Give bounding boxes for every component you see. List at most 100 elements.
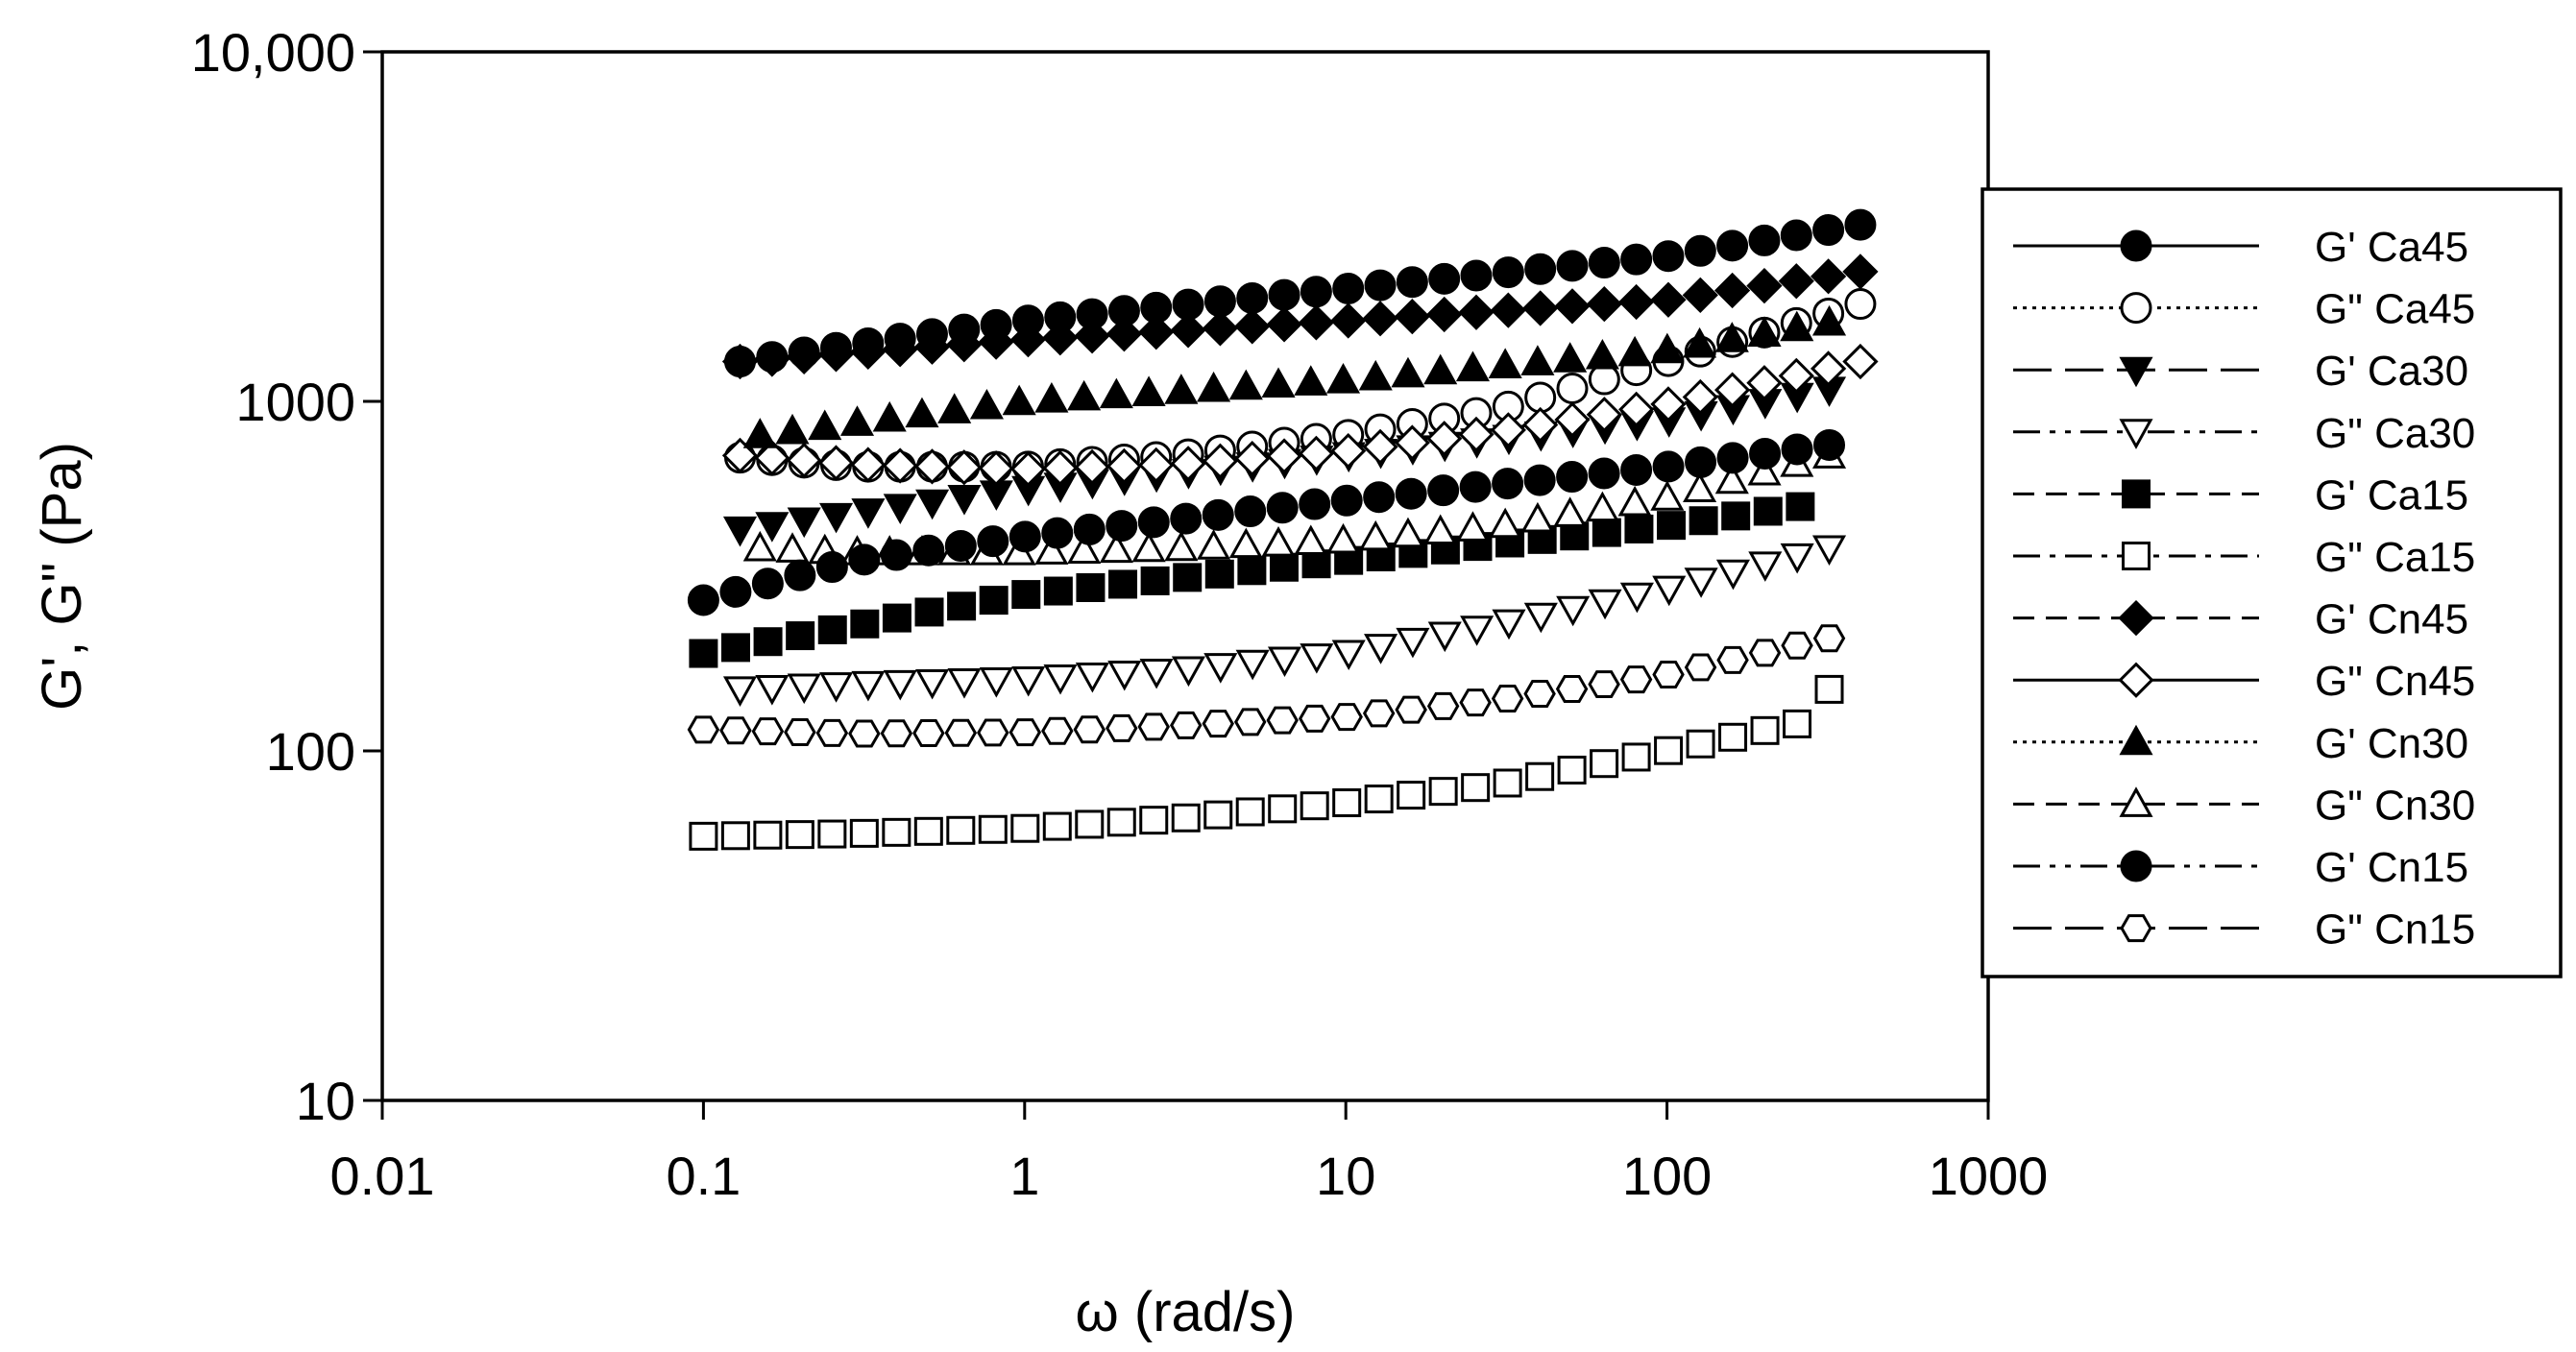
data-point bbox=[1748, 639, 1782, 667]
data-point bbox=[848, 543, 881, 576]
data-point bbox=[1107, 660, 1142, 691]
data-point bbox=[1237, 556, 1267, 586]
legend-item-g-cn30: G' Cn30 bbox=[2013, 720, 2468, 767]
data-point bbox=[1523, 464, 1556, 496]
data-point bbox=[787, 673, 821, 705]
series-g-cn45 bbox=[721, 343, 1879, 488]
data-point bbox=[1076, 572, 1106, 602]
data-point bbox=[1042, 811, 1072, 841]
data-point bbox=[1164, 530, 1199, 562]
data-point bbox=[913, 328, 951, 365]
data-point bbox=[784, 718, 816, 747]
data-point bbox=[1363, 481, 1396, 514]
data-point bbox=[1426, 296, 1463, 333]
legend-label: G" Cn15 bbox=[2315, 906, 2475, 954]
data-point bbox=[1554, 288, 1591, 325]
data-point bbox=[1067, 533, 1102, 565]
data-point bbox=[1269, 552, 1299, 582]
data-point bbox=[1590, 749, 1619, 779]
legend-label: G" Ca30 bbox=[2315, 410, 2475, 457]
data-point bbox=[721, 343, 759, 380]
data-point bbox=[1358, 519, 1393, 551]
data-point bbox=[1588, 457, 1620, 490]
legend-label: G' Cn15 bbox=[2315, 844, 2468, 891]
data-point bbox=[946, 815, 976, 845]
data-point bbox=[1810, 258, 1847, 295]
data-point bbox=[1553, 342, 1588, 373]
data-point bbox=[1813, 428, 1846, 461]
data-point bbox=[1202, 443, 1239, 479]
data-point bbox=[946, 326, 983, 363]
data-point bbox=[946, 449, 983, 486]
data-point bbox=[815, 718, 849, 747]
data-point bbox=[1715, 559, 1751, 591]
data-point bbox=[1325, 362, 1361, 394]
data-point bbox=[1362, 301, 1398, 337]
data-point bbox=[1746, 267, 1783, 304]
data-point bbox=[1525, 761, 1555, 791]
series-g-ca30 bbox=[722, 535, 1847, 707]
data-point bbox=[978, 814, 1008, 844]
data-point bbox=[786, 621, 815, 651]
data-point bbox=[1747, 316, 1782, 347]
data-point bbox=[1520, 501, 1555, 533]
legend-marker bbox=[2119, 356, 2153, 388]
data-point bbox=[850, 447, 887, 483]
data-point bbox=[979, 667, 1013, 698]
data-point bbox=[1455, 350, 1490, 382]
y-tick-label: 100 bbox=[266, 721, 355, 782]
data-point bbox=[1266, 306, 1302, 343]
data-point bbox=[1330, 703, 1363, 732]
data-point bbox=[1011, 580, 1041, 610]
legend-label: G' Cn30 bbox=[2315, 720, 2468, 767]
data-point bbox=[1391, 356, 1425, 388]
data-point bbox=[1235, 797, 1265, 827]
data-point bbox=[1010, 813, 1040, 843]
data-point bbox=[1203, 800, 1233, 830]
data-point bbox=[1778, 263, 1814, 300]
data-point bbox=[1650, 386, 1687, 422]
data-point bbox=[1423, 514, 1458, 545]
data-point bbox=[937, 393, 972, 423]
data-point bbox=[1138, 314, 1175, 350]
x-tick-label: 1 bbox=[1009, 1146, 1039, 1206]
data-point bbox=[1294, 365, 1328, 396]
data-point bbox=[1621, 742, 1651, 772]
data-point bbox=[785, 820, 814, 850]
data-point bbox=[1235, 649, 1270, 681]
data-point bbox=[808, 409, 842, 441]
data-point bbox=[1202, 710, 1234, 738]
data-point bbox=[689, 639, 718, 668]
data-point bbox=[882, 817, 911, 847]
data-point bbox=[1492, 468, 1524, 500]
data-point bbox=[944, 718, 978, 747]
data-point bbox=[1716, 645, 1749, 674]
data-point bbox=[1714, 322, 1749, 352]
data-point bbox=[1781, 631, 1813, 660]
data-point bbox=[1524, 253, 1557, 285]
data-point bbox=[1684, 234, 1716, 267]
x-tick-label: 100 bbox=[1622, 1146, 1712, 1206]
data-point bbox=[1396, 266, 1428, 299]
legend-label: G' Ca15 bbox=[2315, 471, 2468, 519]
data-point bbox=[786, 338, 822, 375]
data-point bbox=[1106, 510, 1138, 543]
data-point bbox=[1683, 326, 1717, 358]
legend-item-g-ca15: G' Ca15 bbox=[2013, 471, 2468, 519]
data-point bbox=[1233, 708, 1267, 736]
data-point bbox=[1618, 283, 1655, 321]
data-point bbox=[978, 450, 1014, 487]
data-point bbox=[1585, 338, 1619, 370]
data-point bbox=[914, 597, 944, 627]
data-point bbox=[1689, 506, 1718, 536]
data-point bbox=[1428, 777, 1458, 807]
data-point bbox=[1106, 447, 1143, 485]
data-point bbox=[1716, 442, 1749, 474]
legend-label: G" Ca15 bbox=[2315, 534, 2475, 581]
data-point bbox=[1652, 450, 1685, 483]
data-point bbox=[912, 718, 945, 747]
data-point bbox=[751, 567, 784, 600]
data-point bbox=[1364, 269, 1397, 302]
data-point bbox=[1586, 286, 1622, 323]
data-point bbox=[1236, 281, 1269, 314]
